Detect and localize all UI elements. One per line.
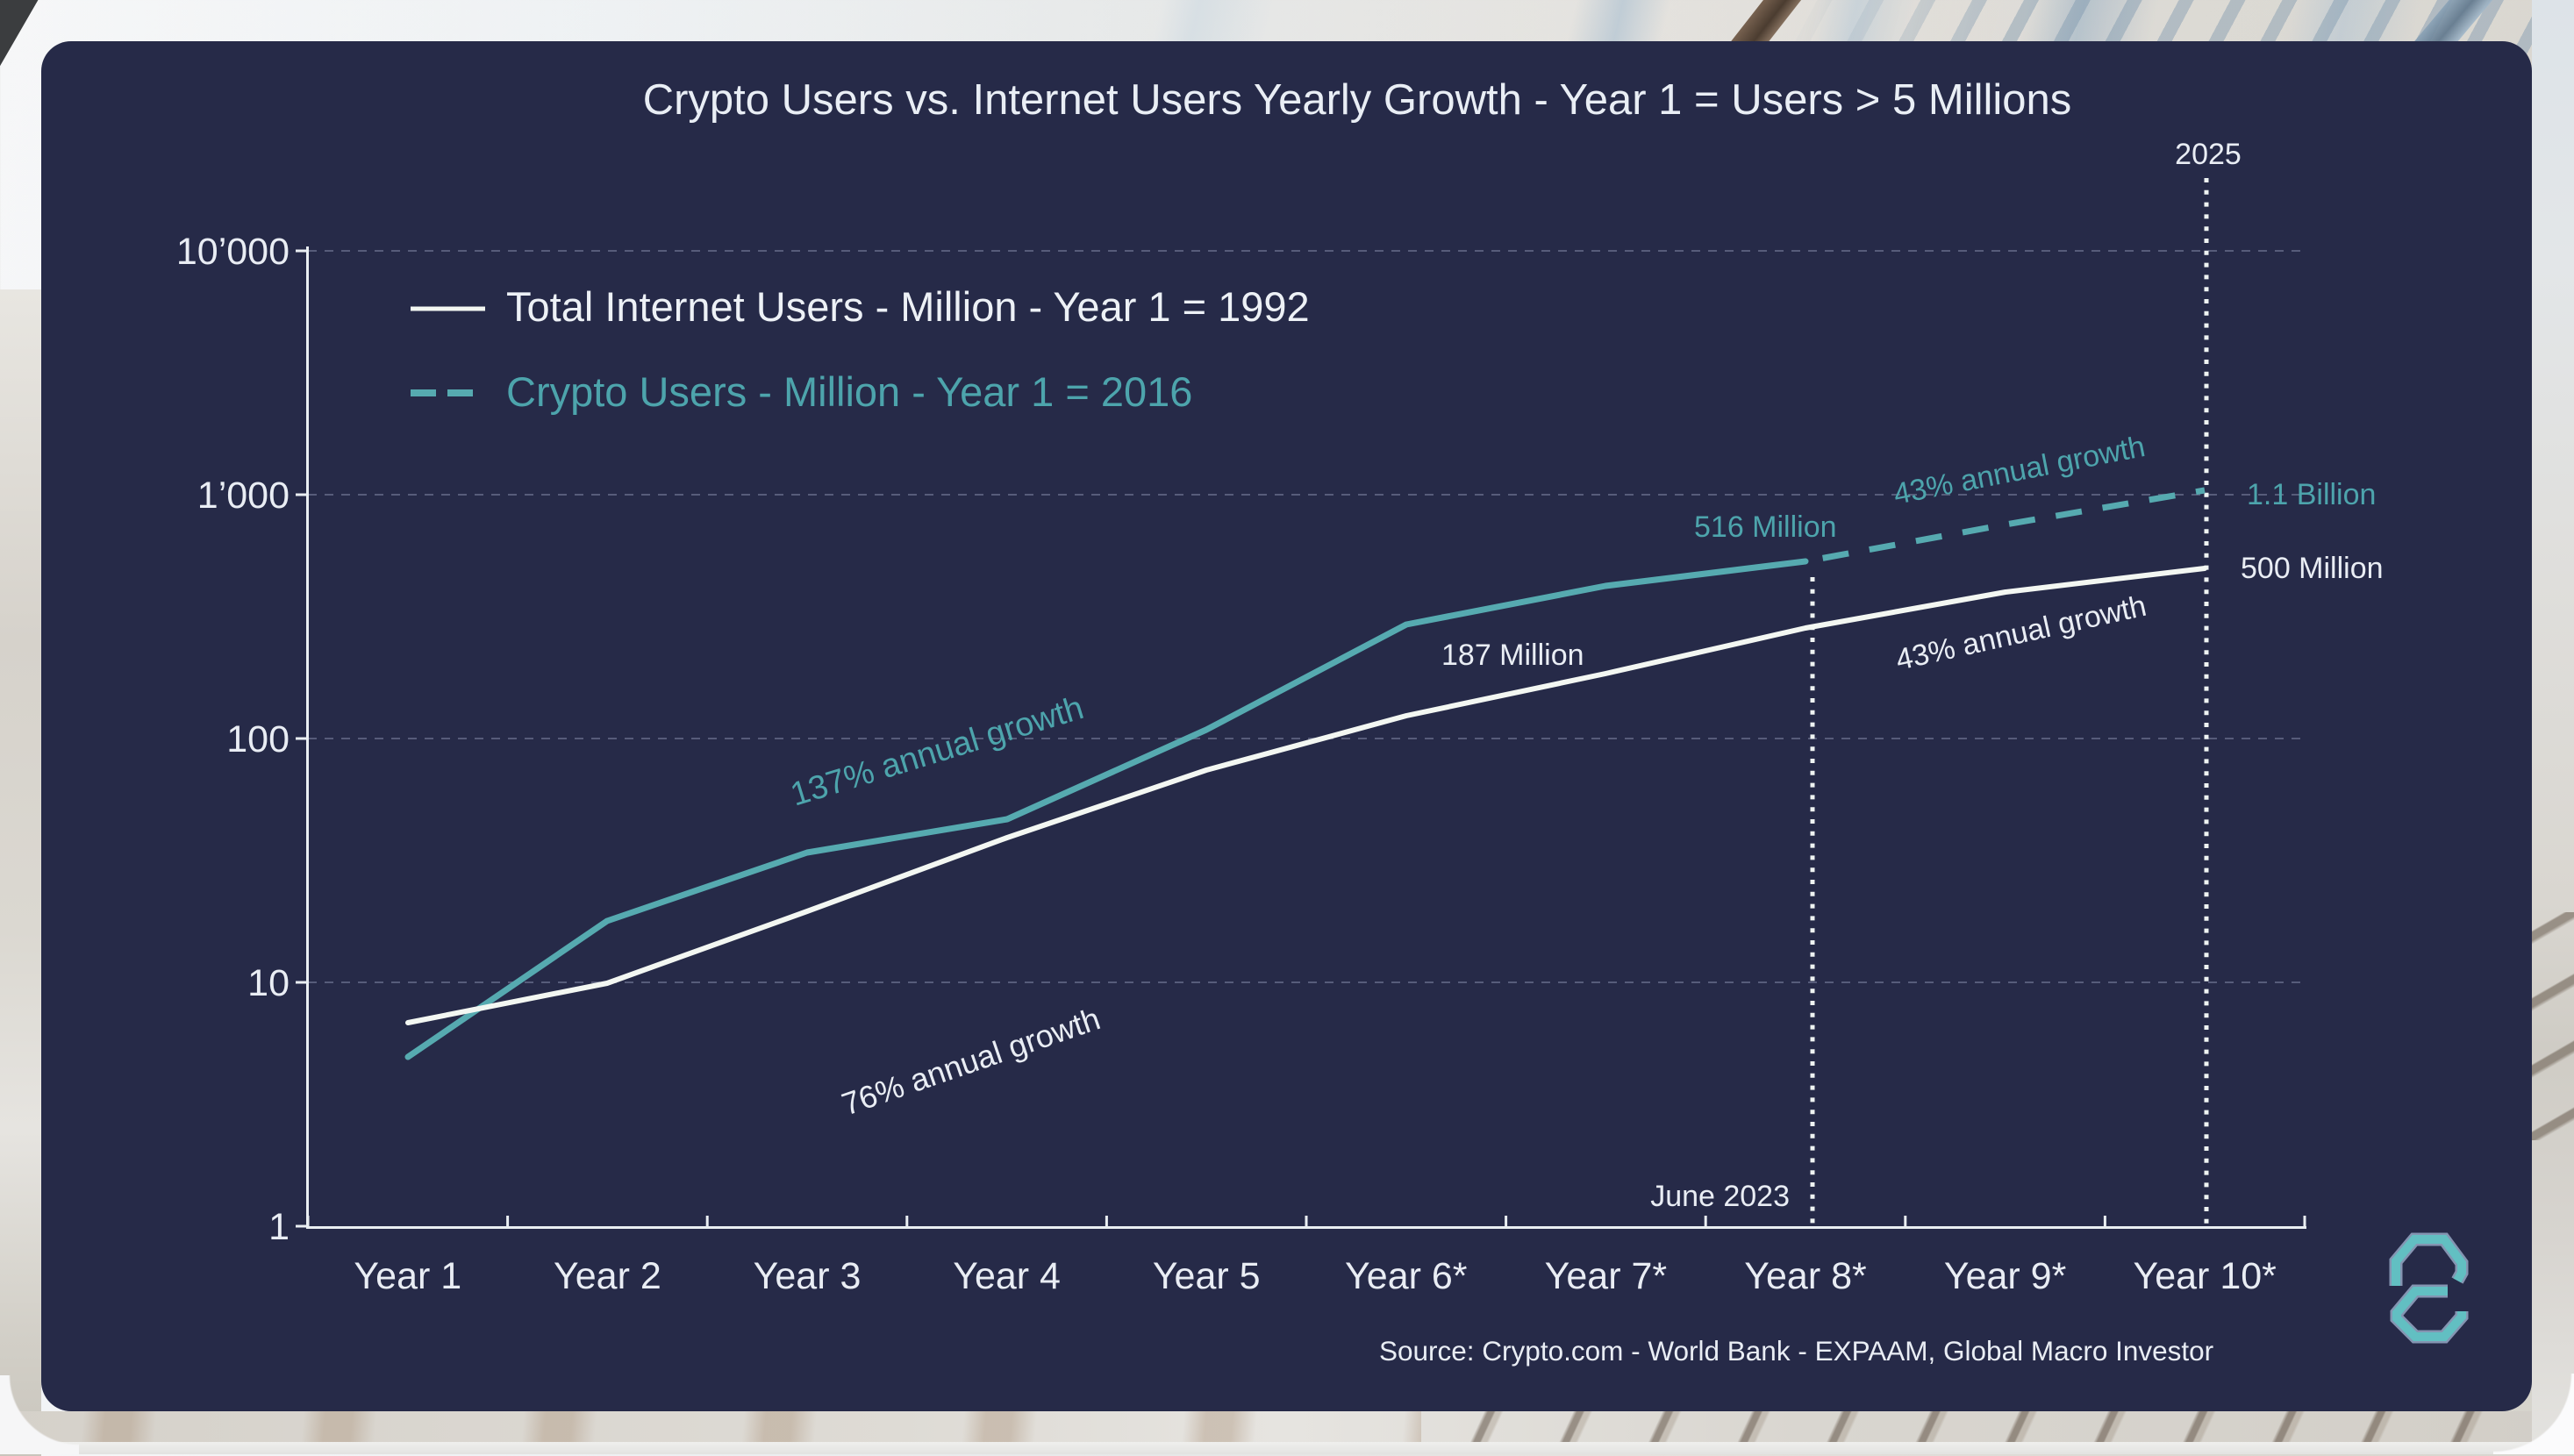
svg-text:Year 4: Year 4 [953,1255,1061,1297]
svg-text:2025: 2025 [2175,138,2242,171]
svg-text:10: 10 [247,962,290,1004]
svg-text:500 Million: 500 Million [2241,552,2384,585]
svg-text:100: 100 [226,718,290,760]
svg-text:Year 9*: Year 9* [1944,1255,2067,1297]
svg-text:Crypto Users - Million - Year: Crypto Users - Million - Year 1 = 2016 [506,368,1192,415]
svg-text:1’000: 1’000 [197,475,290,517]
svg-text:Year 10*: Year 10* [2133,1255,2277,1297]
svg-text:1.1 Billion: 1.1 Billion [2247,478,2376,511]
svg-text:June 2023: June 2023 [1650,1180,1790,1213]
svg-text:Year 6*: Year 6* [1345,1255,1468,1297]
svg-text:10’000: 10’000 [176,231,290,273]
svg-text:Year 7*: Year 7* [1545,1255,1668,1297]
svg-text:Year 8*: Year 8* [1744,1255,1867,1297]
svg-text:Year 3: Year 3 [754,1255,862,1297]
svg-text:Source: Crypto.com - World Ban: Source: Crypto.com - World Bank - EXPAAM… [1379,1335,2213,1367]
svg-text:Year 5: Year 5 [1153,1255,1261,1297]
svg-text:187 Million: 187 Million [1441,639,1584,672]
svg-text:Year 2: Year 2 [554,1255,661,1297]
svg-text:Total Internet Users - Million: Total Internet Users - Million - Year 1 … [506,283,1310,330]
svg-text:Year 1: Year 1 [354,1255,461,1297]
svg-text:1: 1 [268,1206,290,1248]
svg-text:516 Million: 516 Million [1694,510,1837,544]
svg-text:Crypto Users vs. Internet User: Crypto Users vs. Internet Users Yearly G… [643,76,2072,124]
